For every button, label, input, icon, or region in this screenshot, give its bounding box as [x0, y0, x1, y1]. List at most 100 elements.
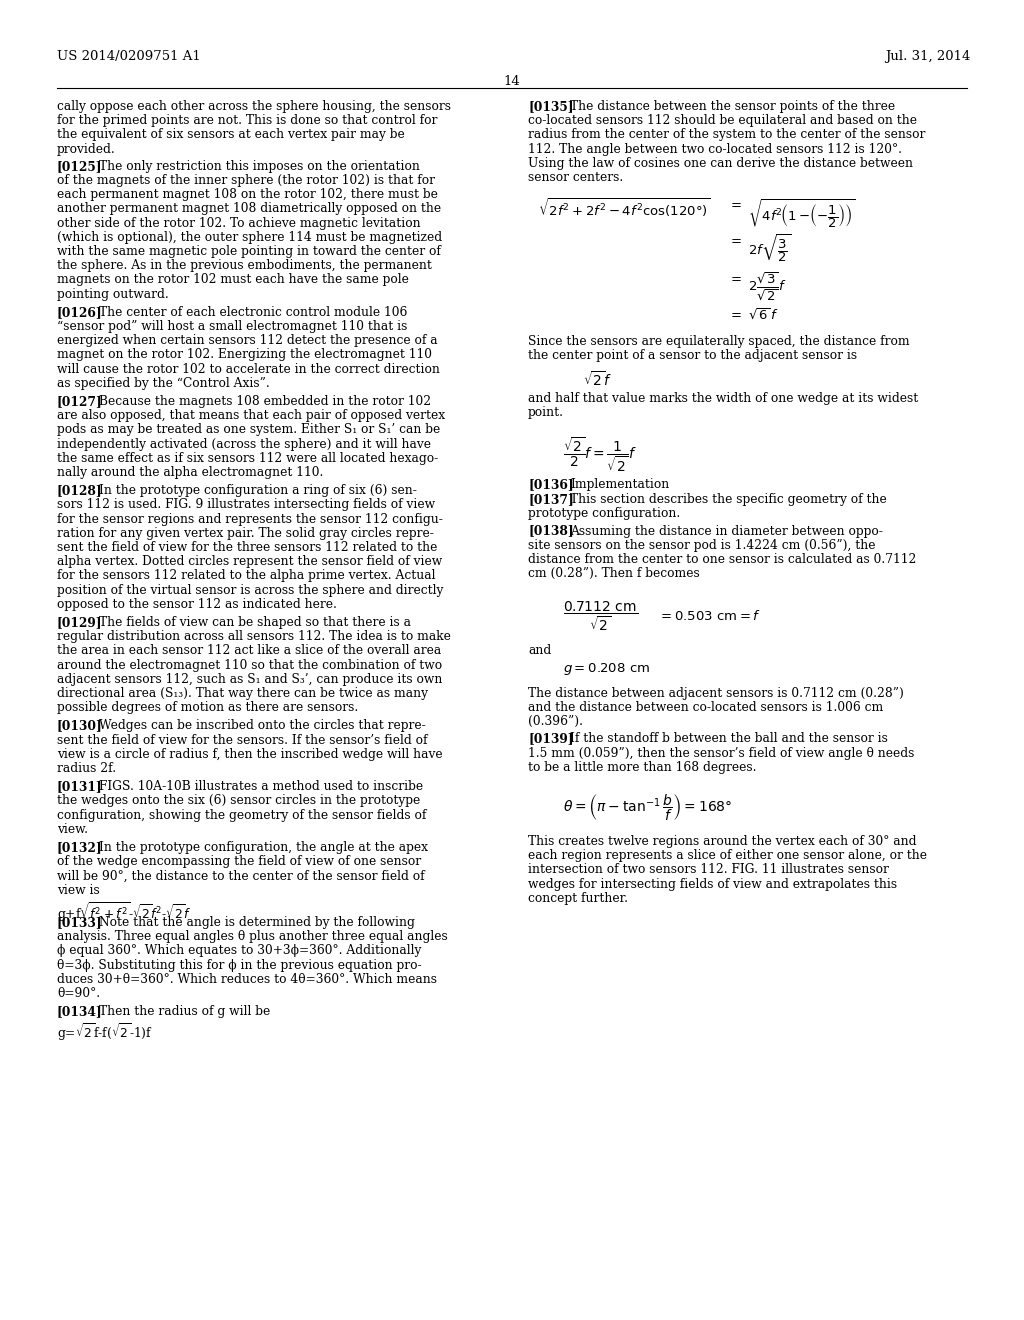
Text: other side of the rotor 102. To achieve magnetic levitation: other side of the rotor 102. To achieve … — [57, 216, 421, 230]
Text: pods as may be treated as one system. Either S₁ or S₁’ can be: pods as may be treated as one system. Ei… — [57, 424, 440, 437]
Text: around the electromagnet 110 so that the combination of two: around the electromagnet 110 so that the… — [57, 659, 442, 672]
Text: co-located sensors 112 should be equilateral and based on the: co-located sensors 112 should be equilat… — [528, 115, 918, 127]
Text: magnets on the rotor 102 must each have the same pole: magnets on the rotor 102 must each have … — [57, 273, 409, 286]
Text: $2\dfrac{\sqrt{3}}{\sqrt{2}}f$: $2\dfrac{\sqrt{3}}{\sqrt{2}}f$ — [748, 271, 786, 304]
Text: $=$: $=$ — [728, 308, 742, 321]
Text: [0131]: [0131] — [57, 780, 102, 793]
Text: In the prototype configuration, the angle at the apex: In the prototype configuration, the angl… — [99, 841, 428, 854]
Text: ration for any given vertex pair. The solid gray circles repre-: ration for any given vertex pair. The so… — [57, 527, 434, 540]
Text: concept further.: concept further. — [528, 892, 628, 904]
Text: $= 0.503\ \mathrm{cm} = f$: $= 0.503\ \mathrm{cm} = f$ — [658, 610, 761, 623]
Text: [0129]: [0129] — [57, 616, 102, 630]
Text: analysis. Three equal angles θ plus another three equal angles: analysis. Three equal angles θ plus anot… — [57, 931, 447, 944]
Text: Assuming the distance in diameter between oppo-: Assuming the distance in diameter betwee… — [570, 524, 883, 537]
Text: cm (0.28”). Then f becomes: cm (0.28”). Then f becomes — [528, 568, 699, 581]
Text: In the prototype configuration a ring of six (6) sen-: In the prototype configuration a ring of… — [99, 484, 417, 498]
Text: provided.: provided. — [57, 143, 116, 156]
Text: of the wedge encompassing the field of view of one sensor: of the wedge encompassing the field of v… — [57, 855, 421, 869]
Text: Then the radius of g will be: Then the radius of g will be — [99, 1006, 270, 1018]
Text: the area in each sensor 112 act like a slice of the overall area: the area in each sensor 112 act like a s… — [57, 644, 441, 657]
Text: $\dfrac{\sqrt{2}}{2}f = \dfrac{1}{\sqrt{2}}f$: $\dfrac{\sqrt{2}}{2}f = \dfrac{1}{\sqrt{… — [563, 436, 637, 474]
Text: Implementation: Implementation — [570, 478, 670, 491]
Text: The only restriction this imposes on the orientation: The only restriction this imposes on the… — [99, 160, 420, 173]
Text: (0.396”).: (0.396”). — [528, 715, 583, 729]
Text: each permanent magnet 108 on the rotor 102, there must be: each permanent magnet 108 on the rotor 1… — [57, 189, 438, 201]
Text: adjacent sensors 112, such as S₁ and S₃’, can produce its own: adjacent sensors 112, such as S₁ and S₃’… — [57, 673, 442, 686]
Text: [0137]: [0137] — [528, 494, 573, 506]
Text: for the primed points are not. This is done so that control for: for the primed points are not. This is d… — [57, 115, 437, 127]
Text: the sphere. As in the previous embodiments, the permanent: the sphere. As in the previous embodimen… — [57, 259, 432, 272]
Text: This section describes the specific geometry of the: This section describes the specific geom… — [570, 494, 887, 506]
Text: the center point of a sensor to the adjacent sensor is: the center point of a sensor to the adja… — [528, 350, 857, 363]
Text: US 2014/0209751 A1: US 2014/0209751 A1 — [57, 50, 201, 63]
Text: $\theta = \left(\pi - \tan^{-1}\dfrac{b}{f}\right) = 168°$: $\theta = \left(\pi - \tan^{-1}\dfrac{b}… — [563, 793, 732, 824]
Text: radius 2f.: radius 2f. — [57, 762, 116, 775]
Text: [0132]: [0132] — [57, 841, 102, 854]
Text: intersection of two sensors 112. FIG. 11 illustrates sensor: intersection of two sensors 112. FIG. 11… — [528, 863, 889, 876]
Text: $\sqrt{2f^2 + 2f^2 - 4f^2\cos(120°)}$: $\sqrt{2f^2 + 2f^2 - 4f^2\cos(120°)}$ — [538, 197, 711, 219]
Text: energized when certain sensors 112 detect the presence of a: energized when certain sensors 112 detec… — [57, 334, 437, 347]
Text: [0130]: [0130] — [57, 719, 102, 733]
Text: alpha vertex. Dotted circles represent the sensor field of view: alpha vertex. Dotted circles represent t… — [57, 556, 442, 568]
Text: Since the sensors are equilaterally spaced, the distance from: Since the sensors are equilaterally spac… — [528, 335, 909, 348]
Text: [0139]: [0139] — [528, 733, 573, 746]
Text: and the distance between co-located sensors is 1.006 cm: and the distance between co-located sens… — [528, 701, 884, 714]
Text: $\sqrt{6}\,f$: $\sqrt{6}\,f$ — [748, 308, 778, 322]
Text: will cause the rotor 102 to accelerate in the correct direction: will cause the rotor 102 to accelerate i… — [57, 363, 440, 376]
Text: pointing outward.: pointing outward. — [57, 288, 169, 301]
Text: g+f$\sqrt{f^2+f^2}$-$\sqrt{2}f^2$-$\sqrt{2}f$: g+f$\sqrt{f^2+f^2}$-$\sqrt{2}f^2$-$\sqrt… — [57, 900, 191, 924]
Text: distance from the center to one sensor is calculated as 0.7112: distance from the center to one sensor i… — [528, 553, 916, 566]
Text: [0126]: [0126] — [57, 306, 102, 319]
Text: prototype configuration.: prototype configuration. — [528, 507, 680, 520]
Text: Using the law of cosines one can derive the distance between: Using the law of cosines one can derive … — [528, 157, 913, 170]
Text: The distance between adjacent sensors is 0.7112 cm (0.28”): The distance between adjacent sensors is… — [528, 686, 904, 700]
Text: FIGS. 10A-10B illustrates a method used to inscribe: FIGS. 10A-10B illustrates a method used … — [99, 780, 423, 793]
Text: The center of each electronic control module 106: The center of each electronic control mo… — [99, 306, 408, 319]
Text: ϕ equal 360°. Which equates to 30+3ϕ=360°. Additionally: ϕ equal 360°. Which equates to 30+3ϕ=360… — [57, 944, 421, 957]
Text: to be a little more than 168 degrees.: to be a little more than 168 degrees. — [528, 760, 757, 774]
Text: $2f\sqrt{\dfrac{3}{2}}$: $2f\sqrt{\dfrac{3}{2}}$ — [748, 234, 792, 265]
Text: Jul. 31, 2014: Jul. 31, 2014 — [885, 50, 970, 63]
Text: point.: point. — [528, 405, 564, 418]
Text: θ=3ϕ. Substituting this for ϕ in the previous equation pro-: θ=3ϕ. Substituting this for ϕ in the pre… — [57, 958, 422, 972]
Text: The fields of view can be shaped so that there is a: The fields of view can be shaped so that… — [99, 616, 411, 630]
Text: configuration, showing the geometry of the sensor fields of: configuration, showing the geometry of t… — [57, 809, 426, 821]
Text: $\dfrac{0.7112\ \mathrm{cm}}{\sqrt{2}}$: $\dfrac{0.7112\ \mathrm{cm}}{\sqrt{2}}$ — [563, 599, 638, 632]
Text: sensor centers.: sensor centers. — [528, 172, 624, 183]
Text: 14: 14 — [504, 75, 520, 88]
Text: [0125]: [0125] — [57, 160, 102, 173]
Text: g=$\sqrt{2}$f-f($\sqrt{2}$-1)f: g=$\sqrt{2}$f-f($\sqrt{2}$-1)f — [57, 1022, 153, 1043]
Text: [0136]: [0136] — [528, 478, 573, 491]
Text: position of the virtual sensor is across the sphere and directly: position of the virtual sensor is across… — [57, 583, 443, 597]
Text: [0134]: [0134] — [57, 1006, 102, 1018]
Text: 1.5 mm (0.059”), then the sensor’s field of view angle θ needs: 1.5 mm (0.059”), then the sensor’s field… — [528, 747, 914, 759]
Text: [0135]: [0135] — [528, 100, 573, 114]
Text: the same effect as if six sensors 112 were all located hexago-: the same effect as if six sensors 112 we… — [57, 451, 438, 465]
Text: directional area (S₁₃). That way there can be twice as many: directional area (S₁₃). That way there c… — [57, 686, 428, 700]
Text: This creates twelve regions around the vertex each of 30° and: This creates twelve regions around the v… — [528, 836, 916, 847]
Text: cally oppose each other across the sphere housing, the sensors: cally oppose each other across the spher… — [57, 100, 451, 114]
Text: view is a circle of radius f, then the inscribed wedge will have: view is a circle of radius f, then the i… — [57, 748, 442, 760]
Text: the equivalent of six sensors at each vertex pair may be: the equivalent of six sensors at each ve… — [57, 128, 404, 141]
Text: The distance between the sensor points of the three: The distance between the sensor points o… — [570, 100, 895, 114]
Text: each region represents a slice of either one sensor alone, or the: each region represents a slice of either… — [528, 849, 927, 862]
Text: and half that value marks the width of one wedge at its widest: and half that value marks the width of o… — [528, 392, 919, 405]
Text: magnet on the rotor 102. Energizing the electromagnet 110: magnet on the rotor 102. Energizing the … — [57, 348, 432, 362]
Text: 112. The angle between two co-located sensors 112 is 120°.: 112. The angle between two co-located se… — [528, 143, 902, 156]
Text: as specified by the “Control Axis”.: as specified by the “Control Axis”. — [57, 376, 269, 389]
Text: If the standoff b between the ball and the sensor is: If the standoff b between the ball and t… — [570, 733, 888, 746]
Text: duces 30+θ=360°. Which reduces to 4θ=360°. Which means: duces 30+θ=360°. Which reduces to 4θ=360… — [57, 973, 437, 986]
Text: possible degrees of motion as there are sensors.: possible degrees of motion as there are … — [57, 701, 358, 714]
Text: nally around the alpha electromagnet 110.: nally around the alpha electromagnet 110… — [57, 466, 324, 479]
Text: another permanent magnet 108 diametrically opposed on the: another permanent magnet 108 diametrical… — [57, 202, 441, 215]
Text: Because the magnets 108 embedded in the rotor 102: Because the magnets 108 embedded in the … — [99, 395, 431, 408]
Text: $\sqrt{4f^2\!\left(1-\!\left(-\dfrac{1}{2}\right)\right)}$: $\sqrt{4f^2\!\left(1-\!\left(-\dfrac{1}{… — [748, 197, 856, 230]
Text: of the magnets of the inner sphere (the rotor 102) is that for: of the magnets of the inner sphere (the … — [57, 174, 435, 187]
Text: for the sensors 112 related to the alpha prime vertex. Actual: for the sensors 112 related to the alpha… — [57, 569, 435, 582]
Text: regular distribution across all sensors 112. The idea is to make: regular distribution across all sensors … — [57, 630, 451, 643]
Text: independently activated (across the sphere) and it will have: independently activated (across the sphe… — [57, 438, 431, 450]
Text: radius from the center of the system to the center of the sensor: radius from the center of the system to … — [528, 128, 926, 141]
Text: opposed to the sensor 112 as indicated here.: opposed to the sensor 112 as indicated h… — [57, 598, 337, 611]
Text: Wedges can be inscribed onto the circles that repre-: Wedges can be inscribed onto the circles… — [99, 719, 426, 733]
Text: [0133]: [0133] — [57, 916, 102, 929]
